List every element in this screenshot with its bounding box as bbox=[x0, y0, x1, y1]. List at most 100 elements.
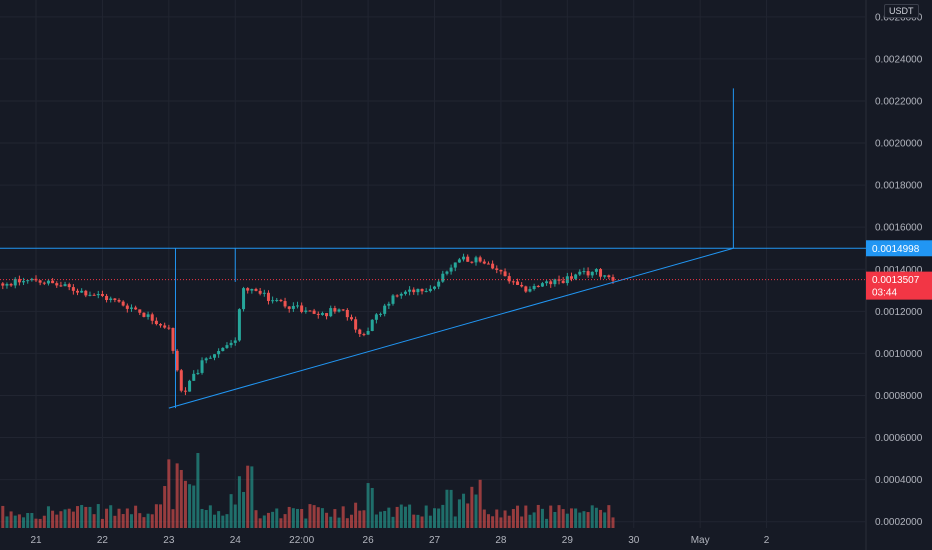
volume-bar bbox=[291, 508, 295, 528]
time-tick-label: 21 bbox=[30, 535, 42, 546]
candle-body bbox=[254, 288, 258, 291]
price-tick-label: 0.0014000 bbox=[875, 265, 923, 276]
volume-bar bbox=[441, 504, 445, 528]
candle-body bbox=[445, 271, 449, 274]
volume-bar bbox=[51, 510, 55, 528]
volume-bar bbox=[138, 513, 142, 528]
volume-bar bbox=[100, 518, 104, 528]
price-tick-label: 0.0020000 bbox=[875, 139, 923, 150]
volume-bar bbox=[574, 508, 578, 528]
volume-bar bbox=[46, 506, 50, 528]
volume-bar bbox=[495, 509, 499, 528]
volume-bar bbox=[582, 511, 586, 528]
volume-bar bbox=[159, 504, 163, 528]
time-tick-label: 28 bbox=[495, 535, 507, 546]
volume-bar bbox=[603, 512, 607, 528]
volume-bar bbox=[424, 505, 428, 528]
candle-body bbox=[387, 303, 391, 306]
candle-body bbox=[557, 279, 561, 281]
volume-bar bbox=[341, 506, 345, 528]
candle-body bbox=[42, 282, 46, 284]
pattern-drawings[interactable] bbox=[0, 88, 866, 409]
time-tick-label: 26 bbox=[363, 535, 375, 546]
volume-bar bbox=[63, 509, 67, 528]
candle-body bbox=[532, 285, 536, 290]
volume-bar bbox=[333, 509, 337, 528]
volume-bar bbox=[125, 508, 129, 528]
volume-bar bbox=[569, 508, 573, 528]
volume-bar bbox=[420, 516, 424, 528]
candle-body bbox=[167, 327, 171, 329]
volume-bar bbox=[212, 514, 216, 528]
candle-body bbox=[30, 278, 34, 281]
volume-bar bbox=[279, 518, 283, 528]
time-tick-label: 2 bbox=[764, 535, 770, 546]
volume-bar bbox=[9, 511, 13, 528]
volume-bar bbox=[208, 505, 212, 528]
volume-bar bbox=[242, 491, 246, 528]
candle-body bbox=[296, 305, 300, 307]
volume-bar bbox=[246, 465, 250, 528]
volume-bar bbox=[578, 512, 582, 528]
volume-bar bbox=[549, 505, 553, 528]
volume-bar bbox=[92, 514, 96, 528]
candle-body bbox=[1, 283, 5, 286]
volume-bar bbox=[362, 510, 366, 528]
candle-body bbox=[412, 289, 416, 293]
volume-bar bbox=[5, 516, 9, 528]
candle-body bbox=[84, 290, 88, 296]
candle-body bbox=[287, 306, 291, 309]
volume-bar bbox=[491, 516, 495, 528]
candle-body bbox=[76, 290, 80, 293]
resistance-price-text: 0.0014998 bbox=[872, 244, 920, 255]
currency-unit-label[interactable]: USDT bbox=[884, 4, 919, 18]
volume-bar bbox=[163, 486, 167, 528]
candle-body bbox=[391, 295, 395, 304]
candle-body bbox=[345, 309, 349, 318]
volume-bar bbox=[113, 515, 117, 528]
candle-body bbox=[188, 380, 192, 392]
volume-bar bbox=[462, 493, 466, 528]
candle-body bbox=[499, 269, 503, 272]
candle-body bbox=[129, 307, 133, 309]
volume-bar bbox=[59, 511, 63, 528]
candle-body bbox=[611, 277, 615, 281]
volume-bar bbox=[121, 514, 125, 528]
candle-body bbox=[229, 342, 233, 346]
price-tick-label: 0.0008000 bbox=[875, 391, 923, 402]
volume-bar bbox=[599, 509, 603, 528]
candle-body bbox=[275, 299, 279, 301]
volume-bar bbox=[387, 507, 391, 528]
volume-bar bbox=[449, 489, 453, 528]
volume-bar bbox=[308, 504, 312, 528]
candle-body bbox=[470, 261, 474, 263]
time-axis[interactable]: 21 22 23 24 22:00 26 27 28 29 30 May 2 bbox=[30, 535, 769, 546]
volume-bar bbox=[503, 510, 507, 528]
volume-bar bbox=[316, 507, 320, 528]
candle-body bbox=[578, 271, 582, 275]
candle-body bbox=[146, 314, 150, 317]
volume-bar bbox=[607, 505, 611, 528]
candle-body bbox=[545, 281, 549, 284]
volume-bar bbox=[540, 508, 544, 528]
candle-body bbox=[466, 256, 470, 262]
candle-body bbox=[67, 284, 71, 288]
candle-body bbox=[217, 351, 221, 355]
volume-bar bbox=[395, 506, 399, 528]
volume-bars bbox=[1, 453, 615, 528]
candle-body bbox=[192, 373, 196, 381]
volume-bar bbox=[225, 514, 229, 528]
volume-bar bbox=[237, 476, 241, 528]
candle-body bbox=[586, 271, 590, 276]
candle-body bbox=[453, 262, 457, 268]
candle-body bbox=[341, 309, 345, 311]
volume-bar bbox=[499, 517, 503, 528]
volume-bar bbox=[167, 459, 171, 528]
volume-bar bbox=[453, 516, 457, 528]
candle-body bbox=[603, 275, 607, 277]
volume-bar bbox=[325, 512, 329, 528]
volume-bar bbox=[536, 504, 540, 528]
volume-bar bbox=[171, 509, 175, 528]
candle-body bbox=[457, 259, 461, 263]
